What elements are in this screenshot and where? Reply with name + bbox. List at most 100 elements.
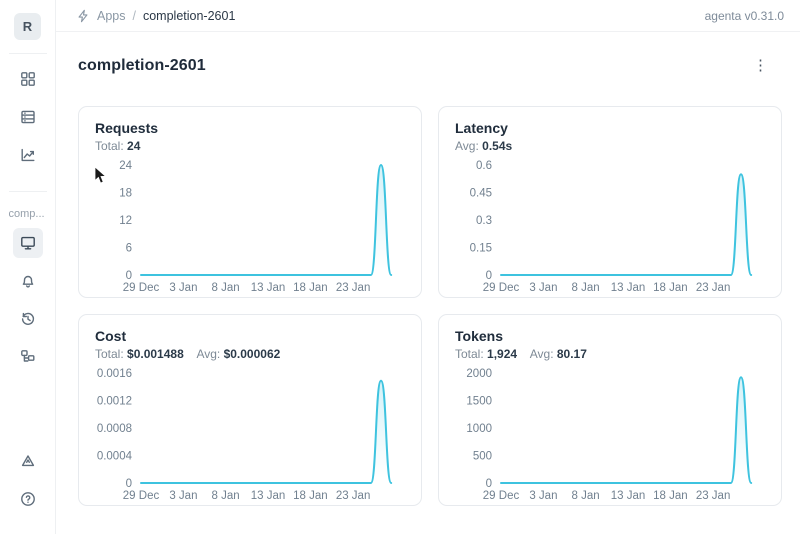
stat-value: 0.54s (482, 139, 513, 153)
requests-chart[interactable]: 0 6 12 18 24 29 Dec 3 Jan 8 Jan 13 Jan 18 Jan 23 J… (95, 157, 405, 295)
svg-text:2000: 2000 (466, 368, 492, 380)
grid-icon (20, 71, 36, 87)
svg-text:3 Jan: 3 Jan (169, 490, 197, 502)
svg-text:18 Jan: 18 Jan (653, 490, 688, 502)
cost-chart[interactable]: 0 0.0004 0.0008 0.0012 0.0016 29 Dec 3 Jan 8 Ja… (95, 365, 405, 503)
svg-text:0.0016: 0.0016 (97, 368, 132, 380)
svg-text:18: 18 (119, 188, 132, 200)
more-options-button[interactable]: ⋮ (747, 57, 774, 75)
stat-label: Total: (455, 347, 484, 361)
workspace-avatar[interactable]: R (14, 13, 41, 40)
stat-label: Total: (95, 139, 124, 153)
latency-chart[interactable]: 0 0.15 0.3 0.45 0.6 29 Dec 3 Jan 8 Jan 13 Jan 18 … (455, 157, 765, 295)
svg-text:12: 12 (119, 215, 132, 227)
svg-text:3 Jan: 3 Jan (529, 490, 557, 502)
stat-label: Avg: (196, 347, 221, 361)
card-stats: Total: 1,924 Avg: 80.17 (455, 347, 765, 361)
content: completion-2601 ⋮ Requests Total: 24 0 6 1… (56, 32, 800, 506)
main-area: Apps / completion-2601 agenta v0.31.0 co… (56, 0, 800, 534)
top-bar: Apps / completion-2601 agenta v0.31.0 (56, 0, 800, 32)
sidebar-item-analytics[interactable] (13, 140, 43, 170)
card-title: Requests (95, 120, 159, 136)
tokens-card: Tokens Total: 1,924 Avg: 80.17 0 500 1000 1… (438, 314, 782, 506)
sidebar-item-history[interactable] (13, 304, 43, 334)
breadcrumb-separator: / (132, 8, 136, 23)
requests-card: Requests Total: 24 0 6 12 18 24 29 Dec 3 Jan 8 … (78, 106, 422, 298)
sidebar-divider (8, 191, 47, 192)
svg-text:1500: 1500 (466, 396, 492, 408)
svg-text:0.3: 0.3 (476, 215, 492, 227)
sidebar-item-help[interactable] (13, 484, 43, 514)
sidebar-item-changelog[interactable] (13, 446, 43, 476)
svg-text:29 Dec: 29 Dec (483, 490, 520, 502)
svg-text:3 Jan: 3 Jan (529, 282, 557, 294)
app-version: agenta v0.31.0 (704, 8, 784, 23)
card-stats: Total: $0.001488 Avg: $0.000062 (95, 347, 405, 361)
svg-text:13 Jan: 13 Jan (251, 490, 286, 502)
stat-label: Total: (95, 347, 124, 361)
help-icon (20, 491, 36, 507)
tokens-chart[interactable]: 0 500 1000 1500 2000 29 Dec 3 Jan 8 Jan 13 Jan 18… (455, 365, 765, 503)
stat-label: Avg: (529, 347, 554, 361)
sidebar: R (0, 0, 56, 534)
bolt-icon (76, 9, 90, 23)
page-title: completion-2601 (78, 57, 206, 74)
breadcrumb-current: completion-2601 (142, 8, 236, 23)
svg-text:18 Jan: 18 Jan (293, 490, 328, 502)
svg-text:8 Jan: 8 Jan (572, 282, 600, 294)
sidebar-item-traces[interactable] (13, 342, 43, 372)
svg-text:18 Jan: 18 Jan (653, 282, 688, 294)
svg-text:23 Jan: 23 Jan (336, 490, 371, 502)
svg-text:8 Jan: 8 Jan (212, 282, 240, 294)
sidebar-item-registry[interactable] (13, 102, 43, 132)
svg-text:23 Jan: 23 Jan (336, 282, 371, 294)
stat-value: $0.000062 (223, 347, 281, 361)
sidebar-item-apps[interactable] (13, 64, 43, 94)
svg-text:13 Jan: 13 Jan (611, 490, 646, 502)
stat-label: Avg: (455, 139, 479, 153)
svg-text:6: 6 (126, 243, 132, 255)
triangle-icon (20, 453, 36, 469)
sidebar-item-overview[interactable] (12, 228, 43, 258)
card-stats: Avg: 0.54s (455, 139, 765, 153)
rows-icon (20, 109, 36, 125)
svg-text:0: 0 (486, 478, 492, 490)
svg-text:24: 24 (119, 160, 132, 172)
svg-text:29 Dec: 29 Dec (123, 490, 160, 502)
latency-card: Latency Avg: 0.54s 0 0.15 0.3 0.45 0.6 29 Dec… (438, 106, 782, 298)
svg-text:0.0004: 0.0004 (97, 451, 133, 463)
svg-text:0.0008: 0.0008 (97, 423, 132, 435)
svg-text:0.0012: 0.0012 (97, 396, 132, 408)
tree-icon (20, 349, 36, 365)
card-title: Tokens (455, 328, 503, 344)
svg-text:13 Jan: 13 Jan (611, 282, 646, 294)
chart-line-icon (20, 147, 36, 163)
sidebar-item-alerts[interactable] (13, 266, 43, 296)
sidebar-divider (8, 53, 47, 54)
svg-text:29 Dec: 29 Dec (123, 282, 160, 294)
card-title: Latency (455, 120, 508, 136)
stat-value: 24 (127, 139, 141, 153)
svg-text:0: 0 (126, 478, 132, 490)
svg-text:0.6: 0.6 (476, 160, 492, 172)
metric-cards-grid: Requests Total: 24 0 6 12 18 24 29 Dec 3 Jan 8 … (78, 106, 782, 506)
breadcrumb-apps-link[interactable]: Apps (97, 8, 126, 23)
svg-text:3 Jan: 3 Jan (169, 282, 197, 294)
svg-text:18 Jan: 18 Jan (293, 282, 328, 294)
svg-text:0.15: 0.15 (470, 243, 492, 255)
svg-text:1000: 1000 (466, 423, 492, 435)
svg-text:0: 0 (126, 270, 132, 282)
svg-text:500: 500 (473, 451, 492, 463)
stat-value: $0.001488 (127, 347, 184, 361)
stat-value: 80.17 (556, 347, 587, 361)
breadcrumb: Apps / completion-2601 (76, 9, 235, 23)
svg-text:23 Jan: 23 Jan (696, 282, 731, 294)
card-stats: Total: 24 (95, 139, 405, 153)
cost-card: Cost Total: $0.001488 Avg: $0.000062 0 0.… (78, 314, 422, 506)
history-icon (20, 311, 36, 327)
svg-text:0: 0 (486, 270, 492, 282)
card-title: Cost (95, 328, 127, 344)
svg-text:23 Jan: 23 Jan (696, 490, 731, 502)
sidebar-section-label: comp... (8, 208, 45, 220)
